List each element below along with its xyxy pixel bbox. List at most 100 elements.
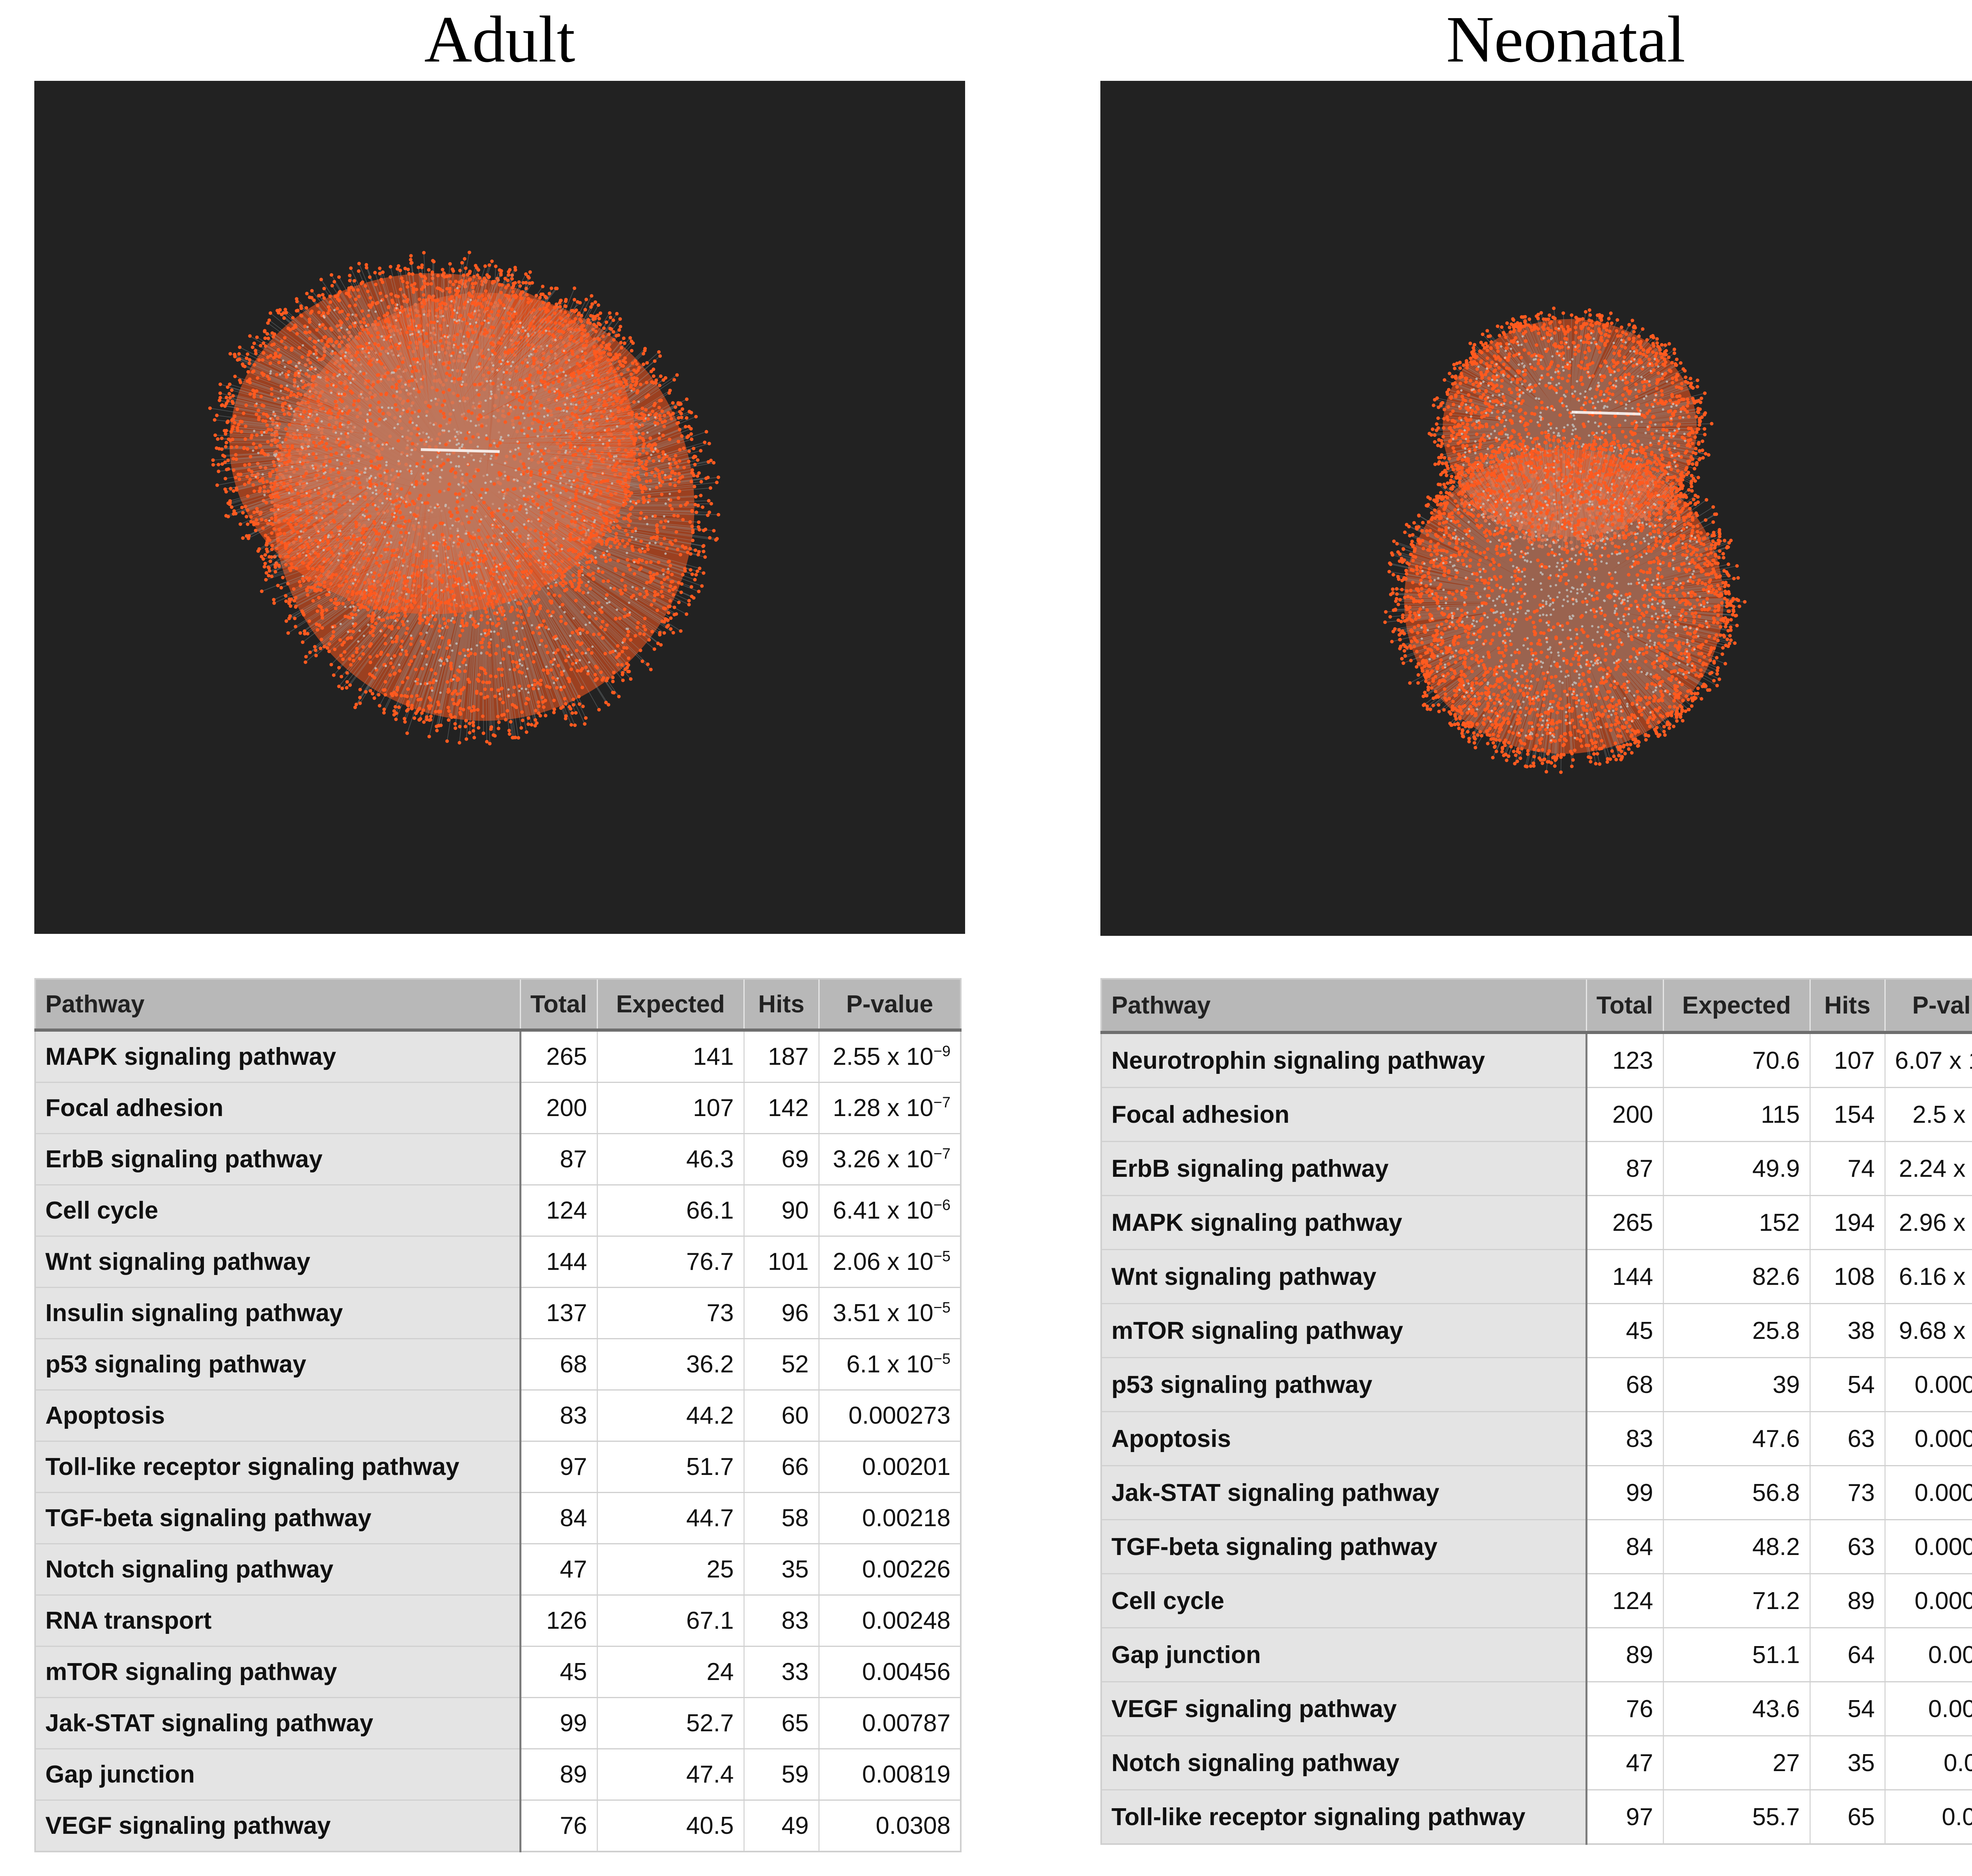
total-cell: 99 <box>1586 1465 1664 1520</box>
column-header-hits[interactable]: Hits <box>744 979 820 1032</box>
total-cell: 123 <box>1586 1032 1664 1088</box>
hits-cell: 154 <box>1810 1087 1886 1142</box>
hits-cell: 101 <box>744 1236 820 1288</box>
table-row[interactable]: ErbB signaling pathway 87 46.3 69 3.26 x 10−… <box>35 1133 962 1185</box>
hits-cell: 60 <box>744 1390 820 1442</box>
panel-title-adult: Adult <box>424 3 575 76</box>
total-cell: 76 <box>520 1800 598 1852</box>
p-value-mantissa: 0.000572 <box>1914 1587 1972 1615</box>
p-value-exponent: −5 <box>933 1299 951 1316</box>
hits-cell: 108 <box>1810 1249 1886 1304</box>
table-row[interactable]: Cell cycle 124 66.1 90 6.41 x 10−6 <box>35 1185 962 1237</box>
table-row[interactable]: Insulin signaling pathway 137 73 96 3.51 x 1… <box>35 1287 962 1339</box>
table-row[interactable]: Focal adhesion 200 107 142 1.28 x 10−7 <box>35 1082 962 1134</box>
p-value-exponent: −5 <box>933 1351 951 1367</box>
panel-title-neonatal: Neonatal <box>1446 3 1686 76</box>
hits-cell: 49 <box>744 1800 820 1852</box>
p-value-mantissa: 9.68 x 10 <box>1899 1317 1972 1344</box>
column-header-p-value[interactable]: P-value <box>819 979 962 1032</box>
table-row[interactable]: TGF-beta signaling pathway 84 44.7 58 0.0021… <box>35 1492 962 1544</box>
expected-cell: 40.5 <box>597 1800 745 1852</box>
column-header-total[interactable]: Total <box>520 979 598 1032</box>
column-header-pathway[interactable]: Pathway <box>35 979 521 1032</box>
table-row[interactable]: VEGF signaling pathway 76 40.5 49 0.0308 <box>35 1800 962 1852</box>
total-cell: 265 <box>520 1030 598 1083</box>
table-row[interactable]: p53 signaling pathway 68 36.2 52 6.1 x 10−5 <box>35 1338 962 1391</box>
hits-cell: 64 <box>1810 1628 1886 1682</box>
expected-cell: 47.4 <box>597 1749 745 1801</box>
column-header-hits[interactable]: Hits <box>1810 979 1886 1034</box>
network-node-highlights <box>252 287 618 601</box>
network-view-neonatal[interactable] <box>1100 81 1972 936</box>
expected-cell: 66.1 <box>597 1185 745 1237</box>
table-row[interactable]: MAPK signaling pathway 265 141 187 2.55 x 10… <box>35 1030 962 1083</box>
hits-cell: 63 <box>1810 1519 1886 1574</box>
pathway-cell: Apoptosis <box>1101 1411 1587 1466</box>
column-header-expected[interactable]: Expected <box>597 979 745 1032</box>
table-row[interactable]: Toll-like receptor signaling pathway 97 51… <box>35 1441 962 1493</box>
network-nodes <box>1383 431 1747 774</box>
network-cluster-lower <box>1383 431 1747 774</box>
p-value-cell: 3.26 x 10−7 <box>819 1133 962 1185</box>
p-value-cell: 0.0323 <box>1885 1790 1972 1845</box>
network-graph-neonatal <box>1383 306 1747 774</box>
p-value-mantissa: 0.0113 <box>1943 1749 1972 1777</box>
table-row[interactable]: mTOR signaling pathway 45 24 33 0.00456 <box>35 1646 962 1698</box>
table-row[interactable]: Apoptosis 83 44.2 60 0.000273 <box>35 1390 962 1442</box>
total-cell: 45 <box>1586 1303 1664 1358</box>
hits-cell: 59 <box>744 1749 820 1801</box>
p-value-exponent: −5 <box>933 1248 951 1265</box>
table-row[interactable]: Jak-STAT signaling pathway 99 52.7 65 0.0078… <box>35 1697 962 1749</box>
column-header-p-value[interactable]: P-value <box>1885 979 1972 1034</box>
expected-cell: 48.2 <box>1663 1519 1811 1574</box>
expected-cell: 115 <box>1663 1087 1811 1142</box>
p-value-mantissa: 2.06 x 10 <box>833 1248 934 1275</box>
column-header-pathway[interactable]: Pathway <box>1101 979 1587 1034</box>
hits-cell: 187 <box>744 1030 820 1083</box>
table-row[interactable]: Toll-like receptor signaling pathway 97 55… <box>1101 1790 1972 1845</box>
hits-cell: 74 <box>1810 1141 1886 1196</box>
p-value-mantissa: 0.00201 <box>862 1453 951 1480</box>
hits-cell: 65 <box>744 1697 820 1749</box>
pathway-cell: Toll-like receptor signaling pathway <box>1101 1790 1587 1845</box>
network-view-adult[interactable] <box>34 81 965 934</box>
network-cluster-upper <box>208 250 661 633</box>
expected-cell: 56.8 <box>1663 1465 1811 1520</box>
pathway-cell: mTOR signaling pathway <box>1101 1303 1587 1358</box>
expected-cell: 82.6 <box>1663 1249 1811 1304</box>
pathway-cell: p53 signaling pathway <box>35 1338 521 1391</box>
p-value-cell: 0.000489 <box>1885 1465 1972 1520</box>
column-header-total[interactable]: Total <box>1586 979 1664 1034</box>
p-value-mantissa: 6.41 x 10 <box>833 1197 934 1224</box>
column-header-expected[interactable]: Expected <box>1663 979 1811 1034</box>
table-row[interactable]: Gap junction 89 47.4 59 0.00819 <box>35 1749 962 1801</box>
p-value-cell: 6.1 x 10−5 <box>819 1338 962 1391</box>
expected-cell: 67.1 <box>597 1595 745 1647</box>
hits-cell: 54 <box>1810 1357 1886 1412</box>
p-value-mantissa: 0.00456 <box>862 1658 951 1686</box>
total-cell: 144 <box>1586 1249 1664 1304</box>
pathway-cell: MAPK signaling pathway <box>35 1030 521 1083</box>
pathway-cell: Wnt signaling pathway <box>1101 1249 1587 1304</box>
table-row[interactable]: Notch signaling pathway 47 25 35 0.00226 <box>35 1544 962 1596</box>
table-row[interactable]: RNA transport 126 67.1 83 0.00248 <box>35 1595 962 1647</box>
table-row[interactable]: Neurotrophin signaling pathway 123 70.6 107… <box>1101 1032 1972 1088</box>
pathway-cell: Focal adhesion <box>35 1082 521 1134</box>
table-row[interactable]: Wnt signaling pathway 144 76.7 101 2.06 x 10… <box>35 1236 962 1288</box>
p-value-cell: 2.55 x 10−9 <box>819 1030 962 1083</box>
p-value-mantissa: 0.0323 <box>1942 1803 1972 1831</box>
p-value-mantissa: 3.26 x 10 <box>833 1146 934 1173</box>
